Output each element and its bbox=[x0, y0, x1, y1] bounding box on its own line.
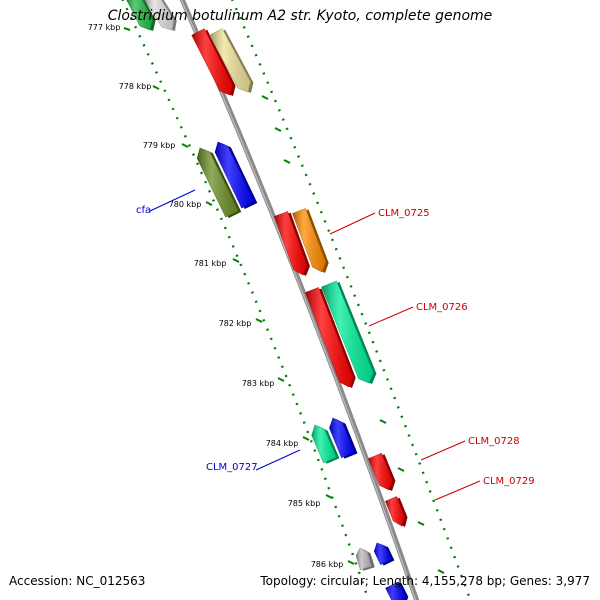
tick-mark bbox=[347, 560, 355, 565]
outer-tick-mark bbox=[397, 467, 405, 472]
tick-mark bbox=[205, 201, 213, 206]
tick-label: 777 kbp bbox=[88, 23, 121, 32]
outer-tick-mark bbox=[437, 569, 445, 574]
gene-label-clm-0728: CLM_0728 bbox=[468, 436, 520, 447]
tick-label: 784 kbp bbox=[266, 439, 299, 448]
outer-tick-mark bbox=[274, 127, 282, 132]
outer-tick-mark bbox=[417, 521, 425, 526]
tick-label: 783 kbp bbox=[242, 379, 275, 388]
tick-mark bbox=[277, 377, 285, 382]
label-leader-line bbox=[149, 189, 196, 212]
tick-label: 785 kbp bbox=[288, 499, 321, 508]
gene-i-aqua bbox=[321, 280, 377, 384]
dotted-tracks bbox=[121, 0, 472, 600]
label-leader-line bbox=[420, 440, 466, 461]
genome-stats-text: Topology: circular; Length: 4,155,278 bp… bbox=[260, 574, 590, 588]
gene-gloss bbox=[191, 28, 233, 95]
gene-gloss bbox=[292, 208, 326, 272]
accession-text: Accession: NC_012563 bbox=[9, 574, 146, 588]
gene-gloss bbox=[126, 0, 153, 30]
gene-l-red bbox=[368, 452, 396, 491]
tick-marks bbox=[123, 27, 445, 574]
tick-mark bbox=[255, 318, 263, 323]
label-leader-line bbox=[329, 212, 376, 235]
gene-f-red bbox=[274, 211, 310, 276]
gene-p-blue bbox=[385, 581, 409, 600]
gene-label-clm-0726: CLM_0726 bbox=[416, 302, 468, 313]
gene-gloss bbox=[374, 543, 392, 565]
tick-mark bbox=[302, 436, 310, 441]
gene-cfa-olive bbox=[196, 147, 242, 219]
gene-d-khaki bbox=[209, 28, 254, 93]
tick-mark bbox=[232, 258, 240, 263]
gene-gloss bbox=[209, 28, 251, 92]
label-leader-line bbox=[368, 306, 414, 327]
inner-dotted-track bbox=[121, 0, 370, 600]
genes bbox=[126, 0, 409, 600]
gene-h-red bbox=[305, 287, 356, 388]
gene-b-white bbox=[144, 0, 177, 31]
gene-e-blue bbox=[214, 141, 258, 209]
gene-gloss bbox=[311, 425, 337, 463]
gene-j-aqua bbox=[311, 424, 340, 464]
tick-label: 781 kbp bbox=[194, 259, 227, 268]
tick-labels: 777 kbp 778 kbp 779 kbp 780 kbp 781 kbp 782 k… bbox=[88, 23, 344, 569]
gene-gloss bbox=[356, 548, 372, 570]
tick-mark bbox=[181, 143, 189, 148]
gene-k-blue bbox=[329, 417, 358, 459]
gene-gloss bbox=[197, 148, 239, 218]
tick-mark bbox=[123, 27, 131, 31]
tick-label: 780 kbp bbox=[169, 200, 202, 209]
gene-labels: cfa CLM_0725 CLM_0726 CLM_0727 CLM_0728 CLM_0… bbox=[136, 189, 535, 501]
gene-n-grey bbox=[355, 547, 375, 571]
outer-dotted-track bbox=[231, 0, 472, 600]
tick-label: 778 kbp bbox=[119, 82, 152, 91]
gene-o-blue bbox=[373, 542, 395, 566]
outer-tick-mark bbox=[261, 95, 269, 100]
tick-label: 779 kbp bbox=[143, 141, 176, 150]
tick-mark bbox=[325, 494, 333, 499]
gene-gloss bbox=[329, 418, 355, 458]
gene-a-green bbox=[126, 0, 156, 31]
gene-gloss bbox=[321, 281, 374, 383]
gene-gloss bbox=[385, 581, 406, 600]
outer-tick-mark bbox=[283, 159, 291, 164]
gene-label-cfa: cfa bbox=[136, 205, 151, 216]
gene-gloss bbox=[274, 211, 307, 275]
gene-gloss bbox=[144, 0, 174, 30]
gene-gloss bbox=[215, 142, 255, 208]
tick-label: 782 kbp bbox=[219, 319, 252, 328]
outer-tick-mark bbox=[379, 419, 387, 424]
gene-label-clm-0729: CLM_0729 bbox=[483, 476, 535, 487]
label-leader-line bbox=[434, 480, 481, 501]
tick-label: 786 kbp bbox=[311, 560, 344, 569]
tick-mark bbox=[152, 85, 160, 90]
gene-m-red bbox=[385, 496, 408, 527]
gene-label-clm-0727: CLM_0727 bbox=[206, 462, 258, 473]
gene-label-clm-0725: CLM_0725 bbox=[378, 208, 430, 219]
gene-gloss bbox=[385, 496, 405, 526]
gene-gloss bbox=[368, 453, 393, 490]
map-title: Clostridium botulinum A2 str. Kyoto, com… bbox=[107, 8, 493, 24]
gene-c-red bbox=[191, 28, 236, 96]
label-leader-line bbox=[255, 449, 301, 471]
gene-gloss bbox=[305, 287, 353, 387]
gene-g-orange bbox=[292, 208, 329, 273]
